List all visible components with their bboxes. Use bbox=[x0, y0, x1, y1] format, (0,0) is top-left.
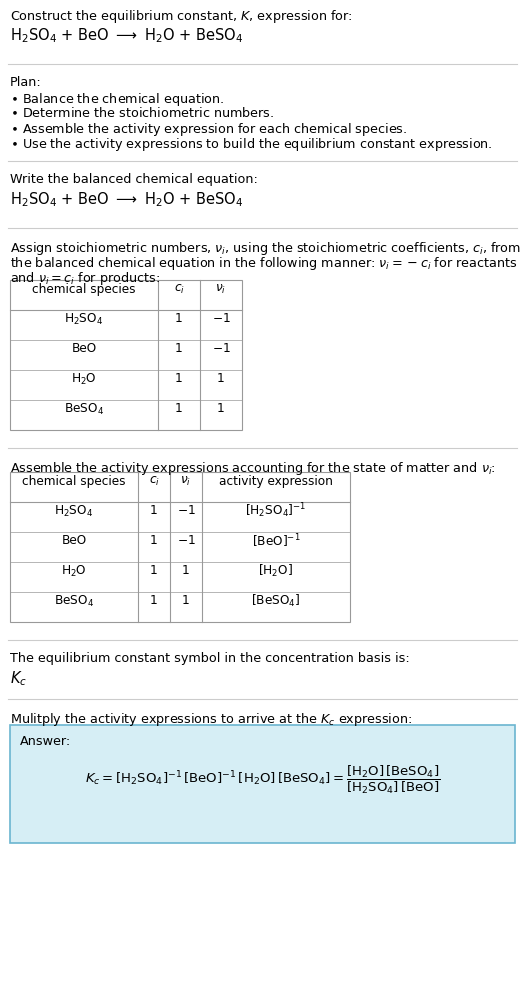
Text: Assign stoichiometric numbers, $\nu_i$, using the stoichiometric coefficients, $: Assign stoichiometric numbers, $\nu_i$, … bbox=[10, 240, 521, 257]
Text: Construct the equilibrium constant, $K$, expression for:: Construct the equilibrium constant, $K$,… bbox=[10, 8, 353, 25]
Text: $\bullet$ Use the activity expressions to build the equilibrium constant express: $\bullet$ Use the activity expressions t… bbox=[10, 136, 493, 153]
Text: The equilibrium constant symbol in the concentration basis is:: The equilibrium constant symbol in the c… bbox=[10, 652, 410, 665]
Text: 1: 1 bbox=[150, 564, 158, 578]
Text: 1: 1 bbox=[175, 312, 183, 326]
Text: 1: 1 bbox=[182, 564, 190, 578]
Text: 1: 1 bbox=[217, 372, 225, 385]
Text: $[\mathrm{H_2SO_4}]^{-1}$: $[\mathrm{H_2SO_4}]^{-1}$ bbox=[245, 502, 307, 520]
Text: $\nu_i$: $\nu_i$ bbox=[215, 282, 227, 296]
Text: 1: 1 bbox=[217, 402, 225, 416]
Text: chemical species: chemical species bbox=[32, 282, 136, 296]
Text: $\mathrm{BeSO_4}$: $\mathrm{BeSO_4}$ bbox=[64, 401, 104, 417]
Text: and $\nu_i = c_i$ for products:: and $\nu_i = c_i$ for products: bbox=[10, 270, 160, 287]
Text: $\bullet$ Balance the chemical equation.: $\bullet$ Balance the chemical equation. bbox=[10, 91, 224, 108]
Text: 1: 1 bbox=[175, 342, 183, 356]
Text: Plan:: Plan: bbox=[10, 76, 42, 89]
Text: 1: 1 bbox=[150, 534, 158, 548]
Text: $\bullet$ Assemble the activity expression for each chemical species.: $\bullet$ Assemble the activity expressi… bbox=[10, 121, 407, 138]
Text: $\mathrm{H_2SO_4}$: $\mathrm{H_2SO_4}$ bbox=[65, 311, 103, 327]
Text: $-1$: $-1$ bbox=[212, 312, 230, 326]
Text: $[\mathrm{H_2O}]$: $[\mathrm{H_2O}]$ bbox=[258, 563, 293, 579]
Text: $-1$: $-1$ bbox=[176, 534, 195, 548]
Text: BeO: BeO bbox=[61, 534, 87, 548]
Text: $c_i$: $c_i$ bbox=[149, 474, 160, 488]
FancyBboxPatch shape bbox=[10, 725, 515, 843]
Text: $K_c = [\mathrm{H_2SO_4}]^{-1}\,[\mathrm{BeO}]^{-1}\,[\mathrm{H_2O}]\,[\mathrm{B: $K_c = [\mathrm{H_2SO_4}]^{-1}\,[\mathrm… bbox=[85, 764, 440, 796]
Text: 1: 1 bbox=[150, 504, 158, 518]
Text: Write the balanced chemical equation:: Write the balanced chemical equation: bbox=[10, 173, 258, 186]
Text: $-1$: $-1$ bbox=[176, 504, 195, 518]
Text: 1: 1 bbox=[175, 372, 183, 385]
Text: $[\mathrm{BeO}]^{-1}$: $[\mathrm{BeO}]^{-1}$ bbox=[251, 532, 300, 550]
Text: $\mathrm{BeSO_4}$: $\mathrm{BeSO_4}$ bbox=[54, 593, 94, 609]
Bar bbox=[10, 280, 242, 430]
Text: $\bullet$ Determine the stoichiometric numbers.: $\bullet$ Determine the stoichiometric n… bbox=[10, 106, 275, 120]
Text: the balanced chemical equation in the following manner: $\nu_i = -c_i$ for react: the balanced chemical equation in the fo… bbox=[10, 255, 518, 272]
Text: Answer:: Answer: bbox=[20, 735, 71, 748]
Text: $-1$: $-1$ bbox=[212, 342, 230, 356]
Text: $\nu_i$: $\nu_i$ bbox=[181, 474, 192, 488]
Text: $c_i$: $c_i$ bbox=[173, 282, 184, 296]
Text: $[\mathrm{BeSO_4}]$: $[\mathrm{BeSO_4}]$ bbox=[251, 593, 301, 609]
Text: 1: 1 bbox=[175, 402, 183, 416]
Text: activity expression: activity expression bbox=[219, 475, 333, 488]
Bar bbox=[10, 472, 350, 622]
Text: Assemble the activity expressions accounting for the state of matter and $\nu_i$: Assemble the activity expressions accoun… bbox=[10, 460, 496, 477]
Text: $\mathrm{H_2O}$: $\mathrm{H_2O}$ bbox=[71, 371, 97, 387]
Text: $K_c$: $K_c$ bbox=[10, 669, 27, 688]
Text: $\mathrm{H_2O}$: $\mathrm{H_2O}$ bbox=[61, 563, 87, 579]
Text: 1: 1 bbox=[182, 594, 190, 607]
Text: chemical species: chemical species bbox=[22, 475, 126, 488]
Text: Mulitply the activity expressions to arrive at the $K_c$ expression:: Mulitply the activity expressions to arr… bbox=[10, 711, 412, 728]
Text: $\mathrm{H_2SO_4}$ + BeO $\longrightarrow$ $\mathrm{H_2O}$ + $\mathrm{BeSO_4}$: $\mathrm{H_2SO_4}$ + BeO $\longrightarro… bbox=[10, 26, 243, 45]
Text: $\mathrm{H_2SO_4}$: $\mathrm{H_2SO_4}$ bbox=[55, 503, 93, 519]
Text: BeO: BeO bbox=[71, 342, 97, 356]
Text: 1: 1 bbox=[150, 594, 158, 607]
Text: $\mathrm{H_2SO_4}$ + BeO $\longrightarrow$ $\mathrm{H_2O}$ + $\mathrm{BeSO_4}$: $\mathrm{H_2SO_4}$ + BeO $\longrightarro… bbox=[10, 190, 243, 209]
